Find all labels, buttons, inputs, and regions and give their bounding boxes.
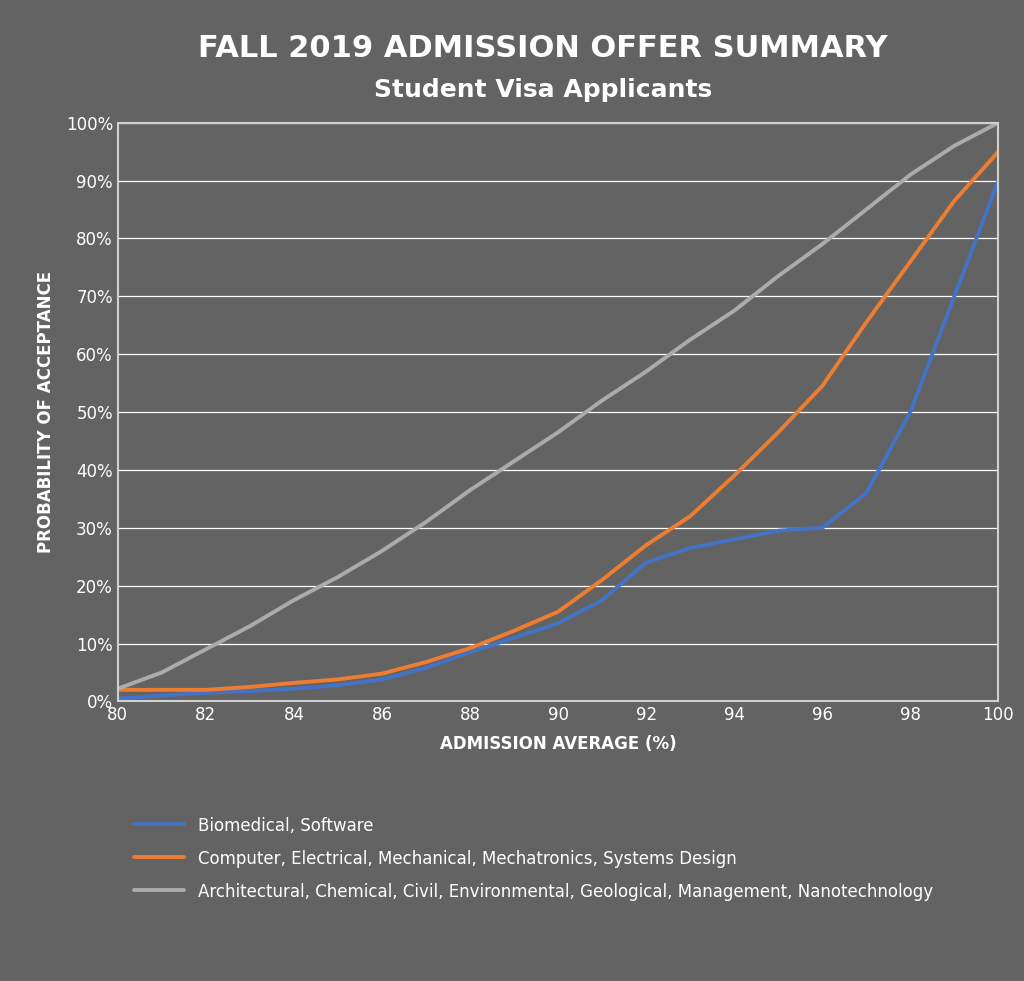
Architectural, Chemical, Civil, Environmental, Geological, Management, Nanotechnology [596,394,608,406]
Computer, Electrical, Mechanical, Mechatronics, Systems Design [244,681,256,693]
Computer, Electrical, Mechanical, Mechatronics, Systems Design [420,656,432,668]
Architectural, Chemical, Civil, Environmental, Geological, Management, Nanotechnology [904,169,916,181]
Biomedical, Software [860,488,872,499]
Computer, Electrical, Mechanical, Mechatronics, Systems Design [596,574,608,586]
Biomedical, Software [640,556,652,568]
X-axis label: ADMISSION AVERAGE (%): ADMISSION AVERAGE (%) [439,736,677,753]
Architectural, Chemical, Civil, Environmental, Geological, Management, Nanotechnology [552,427,564,439]
Line: Biomedical, Software: Biomedical, Software [118,181,998,698]
Computer, Electrical, Mechanical, Mechatronics, Systems Design [816,380,828,391]
Architectural, Chemical, Civil, Environmental, Geological, Management, Nanotechnology [948,140,961,152]
Architectural, Chemical, Civil, Environmental, Geological, Management, Nanotechnology [640,366,652,378]
Architectural, Chemical, Civil, Environmental, Geological, Management, Nanotechnology [684,334,696,345]
Architectural, Chemical, Civil, Environmental, Geological, Management, Nanotechnology [332,571,344,583]
Biomedical, Software [816,522,828,534]
Text: Student Visa Applicants: Student Visa Applicants [374,78,712,102]
Biomedical, Software [112,693,124,704]
Biomedical, Software [992,175,1005,186]
Computer, Electrical, Mechanical, Mechatronics, Systems Design [948,195,961,207]
Biomedical, Software [244,685,256,697]
Biomedical, Software [332,679,344,691]
Computer, Electrical, Mechanical, Mechatronics, Systems Design [112,684,124,696]
Biomedical, Software [420,662,432,674]
Architectural, Chemical, Civil, Environmental, Geological, Management, Nanotechnology [860,204,872,216]
Computer, Electrical, Mechanical, Mechatronics, Systems Design [728,470,740,482]
Architectural, Chemical, Civil, Environmental, Geological, Management, Nanotechnology [156,667,168,679]
Computer, Electrical, Mechanical, Mechatronics, Systems Design [332,674,344,686]
Architectural, Chemical, Civil, Environmental, Geological, Management, Nanotechnology [728,305,740,317]
Biomedical, Software [156,690,168,701]
Biomedical, Software [684,542,696,554]
Y-axis label: PROBABILITY OF ACCEPTANCE: PROBABILITY OF ACCEPTANCE [37,271,54,553]
Biomedical, Software [948,290,961,302]
Text: FALL 2019 ADMISSION OFFER SUMMARY: FALL 2019 ADMISSION OFFER SUMMARY [198,34,888,64]
Biomedical, Software [904,406,916,418]
Biomedical, Software [728,534,740,545]
Computer, Electrical, Mechanical, Mechatronics, Systems Design [684,510,696,522]
Line: Computer, Electrical, Mechanical, Mechatronics, Systems Design: Computer, Electrical, Mechanical, Mechat… [118,151,998,690]
Architectural, Chemical, Civil, Environmental, Geological, Management, Nanotechnology [772,270,784,282]
Legend: Biomedical, Software, Computer, Electrical, Mechanical, Mechatronics, Systems De: Biomedical, Software, Computer, Electric… [126,808,941,909]
Computer, Electrical, Mechanical, Mechatronics, Systems Design [552,606,564,618]
Architectural, Chemical, Civil, Environmental, Geological, Management, Nanotechnology [376,545,388,557]
Computer, Electrical, Mechanical, Mechatronics, Systems Design [860,317,872,329]
Computer, Electrical, Mechanical, Mechatronics, Systems Design [772,427,784,439]
Computer, Electrical, Mechanical, Mechatronics, Systems Design [640,540,652,551]
Biomedical, Software [552,617,564,629]
Biomedical, Software [596,594,608,606]
Line: Architectural, Chemical, Civil, Environmental, Geological, Management, Nanotechnology: Architectural, Chemical, Civil, Environm… [118,123,998,689]
Architectural, Chemical, Civil, Environmental, Geological, Management, Nanotechnology [200,644,212,655]
Computer, Electrical, Mechanical, Mechatronics, Systems Design [376,668,388,680]
Biomedical, Software [200,687,212,698]
Architectural, Chemical, Civil, Environmental, Geological, Management, Nanotechnology [112,683,124,695]
Architectural, Chemical, Civil, Environmental, Geological, Management, Nanotechnology [508,455,520,467]
Architectural, Chemical, Civil, Environmental, Geological, Management, Nanotechnology [244,620,256,632]
Biomedical, Software [772,525,784,537]
Computer, Electrical, Mechanical, Mechatronics, Systems Design [904,256,916,268]
Computer, Electrical, Mechanical, Mechatronics, Systems Design [508,625,520,637]
Computer, Electrical, Mechanical, Mechatronics, Systems Design [992,145,1005,157]
Architectural, Chemical, Civil, Environmental, Geological, Management, Nanotechnology [464,485,476,496]
Computer, Electrical, Mechanical, Mechatronics, Systems Design [288,677,300,689]
Biomedical, Software [464,646,476,658]
Biomedical, Software [508,632,520,644]
Architectural, Chemical, Civil, Environmental, Geological, Management, Nanotechnology [288,594,300,606]
Architectural, Chemical, Civil, Environmental, Geological, Management, Nanotechnology [420,516,432,528]
Computer, Electrical, Mechanical, Mechatronics, Systems Design [200,684,212,696]
Biomedical, Software [288,683,300,695]
Computer, Electrical, Mechanical, Mechatronics, Systems Design [464,643,476,654]
Biomedical, Software [376,674,388,686]
Architectural, Chemical, Civil, Environmental, Geological, Management, Nanotechnology [816,238,828,250]
Architectural, Chemical, Civil, Environmental, Geological, Management, Nanotechnology [992,117,1005,129]
Computer, Electrical, Mechanical, Mechatronics, Systems Design [156,684,168,696]
